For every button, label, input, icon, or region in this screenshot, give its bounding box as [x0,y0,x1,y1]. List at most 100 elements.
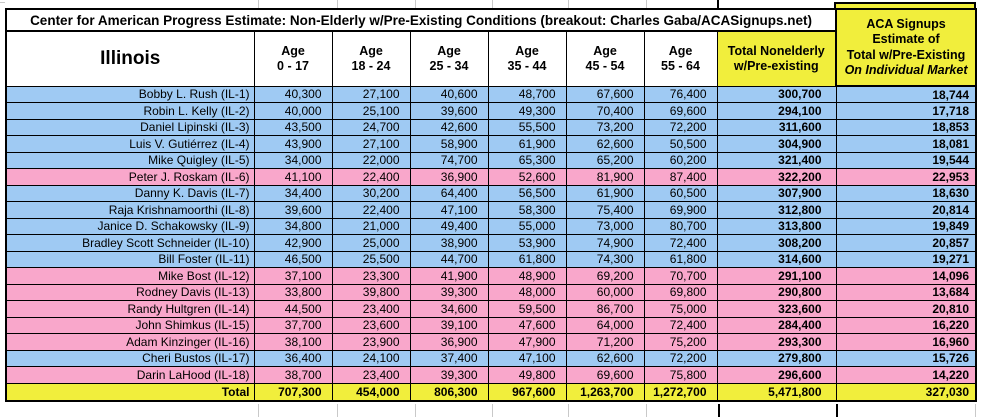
district-name-cell[interactable]: Robin L. Kelly (IL-2) [5,102,255,120]
age-value-cell[interactable]: 22,400 [331,168,411,186]
age-value-cell[interactable]: 61,900 [565,184,645,202]
age-value-cell[interactable]: 27,100 [331,85,411,103]
grand-total-aca-cell[interactable]: 327,030 [835,382,977,402]
aca-estimate-cell[interactable]: 20,810 [835,300,977,318]
aca-estimate-cell[interactable]: 14,096 [835,267,977,285]
district-name-cell[interactable]: Bradley Scott Schneider (IL-10) [5,234,255,252]
age-value-cell[interactable]: 44,500 [253,300,333,318]
age-value-cell[interactable]: 56,500 [487,184,567,202]
district-name-cell[interactable]: Raja Krishnamoorthi (IL-8) [5,201,255,219]
age-value-cell[interactable]: 52,600 [487,168,567,186]
total-nonelderly-cell[interactable]: 284,400 [716,316,837,334]
age-value-cell[interactable]: 55,500 [487,118,567,136]
age-value-cell[interactable]: 37,100 [253,267,333,285]
age-value-cell[interactable]: 69,600 [643,102,718,120]
age-value-cell[interactable]: 80,700 [643,217,718,235]
age-value-cell[interactable]: 50,500 [643,135,718,153]
age-value-cell[interactable]: 39,800 [331,283,411,301]
age-value-cell[interactable]: 58,900 [409,135,489,153]
age-value-cell[interactable]: 73,200 [565,118,645,136]
age-value-cell[interactable]: 23,600 [331,316,411,334]
age-value-cell[interactable]: 41,900 [409,267,489,285]
age-value-cell[interactable]: 48,700 [487,85,567,103]
district-name-cell[interactable]: Peter J. Roskam (IL-6) [5,168,255,186]
age-value-cell[interactable]: 48,900 [487,267,567,285]
age-value-cell[interactable]: 48,000 [487,283,567,301]
age-value-cell[interactable]: 81,900 [565,168,645,186]
age-value-cell[interactable]: 40,000 [253,102,333,120]
aca-estimate-cell[interactable]: 22,953 [835,168,977,186]
total-nonelderly-cell[interactable]: 296,600 [716,366,837,384]
aca-column-header[interactable]: ACA Signups Estimate of Total w/Pre-Exis… [835,8,977,87]
age-value-cell[interactable]: 65,200 [565,151,645,169]
total-nonelderly-cell[interactable]: 322,200 [716,168,837,186]
age-value-cell[interactable]: 69,900 [643,201,718,219]
total-nonelderly-cell[interactable]: 311,600 [716,118,837,136]
age-value-cell[interactable]: 72,400 [643,234,718,252]
age-value-cell[interactable]: 30,200 [331,184,411,202]
district-name-cell[interactable]: Darin LaHood (IL-18) [5,366,255,384]
age-value-cell[interactable]: 64,000 [565,316,645,334]
age-value-cell[interactable]: 23,400 [331,300,411,318]
age-value-cell[interactable]: 41,100 [253,168,333,186]
total-age-value-cell[interactable]: 967,600 [487,382,567,402]
age-value-cell[interactable]: 59,500 [487,300,567,318]
total-nonelderly-cell[interactable]: 279,800 [716,349,837,367]
age-value-cell[interactable]: 34,800 [253,217,333,235]
age-value-cell[interactable]: 74,900 [565,234,645,252]
age-value-cell[interactable]: 72,200 [643,349,718,367]
age-value-cell[interactable]: 76,400 [643,85,718,103]
age-value-cell[interactable]: 40,300 [253,85,333,103]
total-label-cell[interactable]: Total [5,382,255,402]
age-value-cell[interactable]: 25,100 [331,102,411,120]
age-value-cell[interactable]: 73,000 [565,217,645,235]
district-name-cell[interactable]: Cheri Bustos (IL-17) [5,349,255,367]
state-header-cell[interactable]: Illinois [5,30,255,87]
age-value-cell[interactable]: 34,000 [253,151,333,169]
age-value-cell[interactable]: 43,500 [253,118,333,136]
age-18-24-header[interactable]: Age 18 - 24 [331,30,411,87]
district-name-cell[interactable]: Danny K. Davis (IL-7) [5,184,255,202]
district-name-cell[interactable]: John Shimkus (IL-15) [5,316,255,334]
aca-estimate-cell[interactable]: 14,220 [835,366,977,384]
age-value-cell[interactable]: 34,400 [253,184,333,202]
aca-estimate-cell[interactable]: 16,960 [835,333,977,351]
age-value-cell[interactable]: 64,400 [409,184,489,202]
age-value-cell[interactable]: 39,300 [409,283,489,301]
district-name-cell[interactable]: Adam Kinzinger (IL-16) [5,333,255,351]
age-value-cell[interactable]: 36,400 [253,349,333,367]
total-nonelderly-cell[interactable]: 304,900 [716,135,837,153]
age-value-cell[interactable]: 21,000 [331,217,411,235]
age-value-cell[interactable]: 58,300 [487,201,567,219]
aca-estimate-cell[interactable]: 19,544 [835,151,977,169]
total-nonelderly-cell[interactable]: 308,200 [716,234,837,252]
total-nonelderly-cell[interactable]: 290,800 [716,283,837,301]
age-value-cell[interactable]: 22,400 [331,201,411,219]
total-nonelderly-cell[interactable]: 314,600 [716,250,837,268]
age-value-cell[interactable]: 70,700 [643,267,718,285]
age-value-cell[interactable]: 60,500 [643,184,718,202]
age-value-cell[interactable]: 53,900 [487,234,567,252]
age-value-cell[interactable]: 23,900 [331,333,411,351]
age-value-cell[interactable]: 33,800 [253,283,333,301]
age-value-cell[interactable]: 23,300 [331,267,411,285]
aca-estimate-cell[interactable]: 20,857 [835,234,977,252]
age-value-cell[interactable]: 42,600 [409,118,489,136]
age-value-cell[interactable]: 69,600 [565,366,645,384]
age-value-cell[interactable]: 42,900 [253,234,333,252]
total-age-value-cell[interactable]: 707,300 [253,382,333,402]
age-value-cell[interactable]: 72,400 [643,316,718,334]
total-nonelderly-cell[interactable]: 312,800 [716,201,837,219]
total-nonelderly-header[interactable]: Total Nonelderly w/Pre-existing [716,30,837,87]
age-45-54-header[interactable]: Age 45 - 54 [565,30,645,87]
age-value-cell[interactable]: 65,300 [487,151,567,169]
age-25-34-header[interactable]: Age 25 - 34 [409,30,489,87]
age-value-cell[interactable]: 47,600 [487,316,567,334]
age-value-cell[interactable]: 39,100 [409,316,489,334]
age-55-64-header[interactable]: Age 55 - 64 [643,30,718,87]
total-nonelderly-cell[interactable]: 323,600 [716,300,837,318]
total-nonelderly-cell[interactable]: 300,700 [716,85,837,103]
age-value-cell[interactable]: 46,500 [253,250,333,268]
age-value-cell[interactable]: 36,900 [409,168,489,186]
age-value-cell[interactable]: 47,100 [487,349,567,367]
